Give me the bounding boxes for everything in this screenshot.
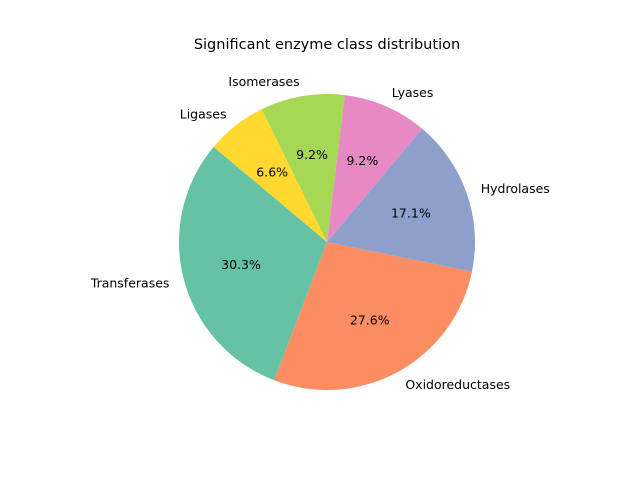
pct-label-hydrolases: 17.1% bbox=[391, 205, 431, 220]
pct-label-isomerases: 9.2% bbox=[296, 147, 328, 162]
slice-label-ligases: Ligases bbox=[180, 106, 227, 121]
slice-label-isomerases: Isomerases bbox=[228, 74, 299, 89]
pie-slice-lyases bbox=[327, 95, 423, 242]
pie-slice-oxidoreductases bbox=[274, 242, 472, 390]
pct-label-lyases: 9.2% bbox=[346, 153, 378, 168]
pct-label-ligases: 6.6% bbox=[256, 165, 288, 180]
pie-slice-isomerases bbox=[261, 94, 345, 242]
pie-slices bbox=[179, 94, 475, 390]
pie-labels: 30.3% Transferases 27.6% Oxidoreductases 17.… bbox=[90, 74, 550, 392]
pie-slice-hydrolases bbox=[327, 128, 475, 272]
slice-label-hydrolases: Hydrolases bbox=[481, 181, 550, 196]
slice-label-transferases: Transferases bbox=[90, 275, 170, 290]
slice-label-lyases: Lyases bbox=[392, 85, 434, 100]
chart-title: Significant enzyme class distribution bbox=[194, 37, 460, 53]
pct-label-oxidoreductases: 27.6% bbox=[350, 312, 390, 327]
slice-label-oxidoreductases: Oxidoreductases bbox=[405, 377, 510, 392]
pct-label-transferases: 30.3% bbox=[221, 257, 261, 272]
pie-slice-ligases bbox=[213, 109, 327, 243]
pie-slice-transferases bbox=[179, 146, 327, 381]
